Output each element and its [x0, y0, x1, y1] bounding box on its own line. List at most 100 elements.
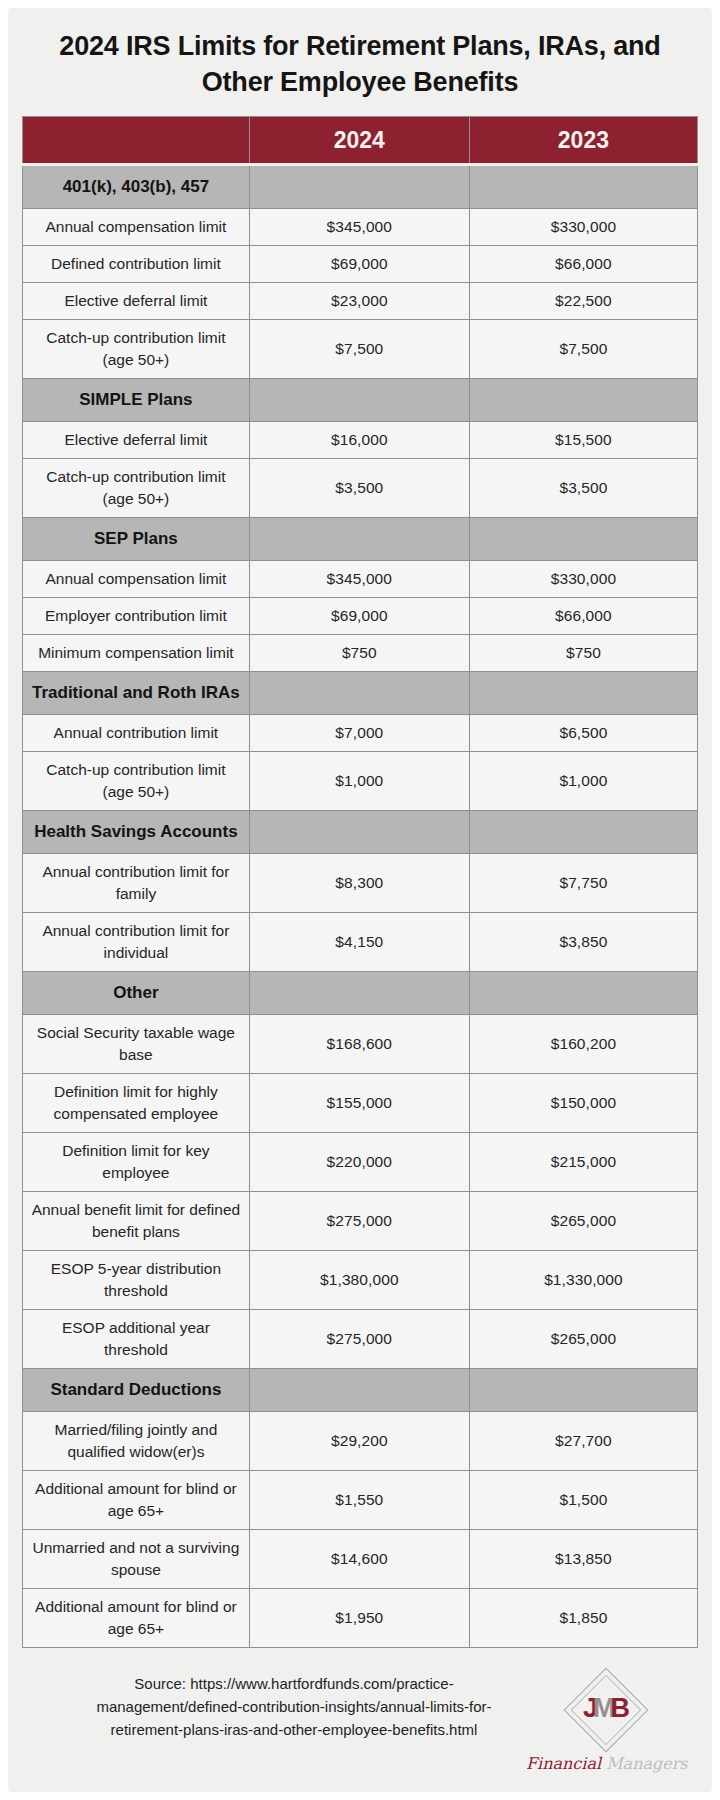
section-label: Other [23, 972, 250, 1015]
table-row: Social Security taxable wage base$168,60… [23, 1015, 698, 1074]
section-empty-cell [249, 811, 469, 854]
table-row: ESOP 5-year distribution threshold$1,380… [23, 1251, 698, 1310]
row-label: Annual compensation limit [23, 561, 250, 598]
row-label: Additional amount for blind or age 65+ [23, 1471, 250, 1530]
brand-name-financial: Financial [526, 1754, 601, 1773]
footer: Source: https://www.hartfordfunds.com/pr… [34, 1668, 686, 1773]
value-2023: $66,000 [469, 246, 697, 283]
row-label: Annual compensation limit [23, 209, 250, 246]
value-2024: $750 [249, 635, 469, 672]
row-label: ESOP 5-year distribution threshold [23, 1251, 250, 1310]
section-label: SIMPLE Plans [23, 379, 250, 422]
row-label: Married/filing jointly and qualified wid… [23, 1412, 250, 1471]
value-2023: $215,000 [469, 1133, 697, 1192]
table-row: Employer contribution limit$69,000$66,00… [23, 598, 698, 635]
value-2023: $66,000 [469, 598, 697, 635]
table-row: Annual compensation limit$345,000$330,00… [23, 561, 698, 598]
row-label: Employer contribution limit [23, 598, 250, 635]
row-label: ESOP additional year threshold [23, 1310, 250, 1369]
row-label: Elective deferral limit [23, 283, 250, 320]
section-row-401k: 401(k), 403(b), 457 [23, 165, 698, 209]
row-label: Annual contribution limit for individual [23, 913, 250, 972]
section-empty-cell [249, 972, 469, 1015]
table-row: Elective deferral limit$23,000$22,500 [23, 283, 698, 320]
page-title-line1: 2024 IRS Limits for Retirement Plans, IR… [38, 28, 682, 64]
value-2023: $22,500 [469, 283, 697, 320]
value-2024: $345,000 [249, 209, 469, 246]
logo-brand-name: Financial Managers [526, 1754, 686, 1773]
value-2023: $7,750 [469, 854, 697, 913]
monogram-letter-m: M [593, 1693, 611, 1723]
value-2024: $7,000 [249, 715, 469, 752]
table-row: ESOP additional year threshold$275,000$2… [23, 1310, 698, 1369]
section-row-other: Other [23, 972, 698, 1015]
table-header-row: 2024 2023 [23, 117, 698, 165]
value-2023: $1,330,000 [469, 1251, 697, 1310]
monogram-letter-j: J [583, 1693, 593, 1723]
source-line2: management/defined-contribution-insights… [62, 1695, 526, 1718]
table-row: Annual benefit limit for defined benefit… [23, 1192, 698, 1251]
page-title: 2024 IRS Limits for Retirement Plans, IR… [38, 28, 682, 100]
header-2023: 2023 [469, 117, 697, 165]
value-2024: $155,000 [249, 1074, 469, 1133]
value-2023: $150,000 [469, 1074, 697, 1133]
section-row-standard-deductions: Standard Deductions [23, 1369, 698, 1412]
row-label: Defined contribution limit [23, 246, 250, 283]
table-row: Additional amount for blind or age 65+$1… [23, 1589, 698, 1648]
section-label: Traditional and Roth IRAs [23, 672, 250, 715]
section-empty-cell [469, 811, 697, 854]
row-label: Annual contribution limit [23, 715, 250, 752]
table-row: Married/filing jointly and qualified wid… [23, 1412, 698, 1471]
section-row-health-savings-accounts: Health Savings Accounts [23, 811, 698, 854]
value-2023: $330,000 [469, 209, 697, 246]
header-2024: 2024 [249, 117, 469, 165]
value-2024: $69,000 [249, 246, 469, 283]
section-label: SEP Plans [23, 518, 250, 561]
section-label: Standard Deductions [23, 1369, 250, 1412]
section-empty-cell [469, 518, 697, 561]
section-empty-cell [249, 518, 469, 561]
table-row: Annual contribution limit$7,000$6,500 [23, 715, 698, 752]
value-2024: $16,000 [249, 422, 469, 459]
section-empty-cell [469, 672, 697, 715]
table-row: Catch-up contribution limit (age 50+)$7,… [23, 320, 698, 379]
value-2023: $7,500 [469, 320, 697, 379]
value-2023: $1,500 [469, 1471, 697, 1530]
value-2023: $330,000 [469, 561, 697, 598]
value-2023: $6,500 [469, 715, 697, 752]
value-2024: $7,500 [249, 320, 469, 379]
irs-limits-table: 2024 2023 401(k), 403(b), 457 Annual com… [22, 116, 698, 1648]
section-row-simple-plans: SIMPLE Plans [23, 379, 698, 422]
value-2023: $15,500 [469, 422, 697, 459]
source-line3: retirement-plans-iras-and-other-employee… [62, 1718, 526, 1741]
value-2024: $168,600 [249, 1015, 469, 1074]
section-empty-cell [469, 1369, 697, 1412]
value-2023: $1,000 [469, 752, 697, 811]
row-label: Minimum compensation limit [23, 635, 250, 672]
section-empty-cell [469, 972, 697, 1015]
row-label: Catch-up contribution limit (age 50+) [23, 459, 250, 518]
section-empty-cell [249, 379, 469, 422]
table-row: Annual contribution limit for family$8,3… [23, 854, 698, 913]
page-title-line2: Other Employee Benefits [38, 64, 682, 100]
table-row: Catch-up contribution limit (age 50+)$1,… [23, 752, 698, 811]
source-line1: Source: https://www.hartfordfunds.com/pr… [62, 1672, 526, 1695]
section-label: Health Savings Accounts [23, 811, 250, 854]
section-row-traditional-roth-iras: Traditional and Roth IRAs [23, 672, 698, 715]
table-row: Definition limit for key employee$220,00… [23, 1133, 698, 1192]
table-row: Elective deferral limit$16,000$15,500 [23, 422, 698, 459]
value-2024: $275,000 [249, 1310, 469, 1369]
table-row: Defined contribution limit$69,000$66,000 [23, 246, 698, 283]
value-2024: $1,000 [249, 752, 469, 811]
infographic-panel: 2024 IRS Limits for Retirement Plans, IR… [8, 8, 712, 1792]
value-2024: $14,600 [249, 1530, 469, 1589]
section-empty-cell [469, 165, 697, 209]
section-empty-cell [469, 379, 697, 422]
section-empty-cell [249, 1369, 469, 1412]
table-row: Annual compensation limit$345,000$330,00… [23, 209, 698, 246]
value-2023: $265,000 [469, 1310, 697, 1369]
row-label: Catch-up contribution limit (age 50+) [23, 320, 250, 379]
brand-name-managers: Managers [606, 1754, 687, 1773]
row-label: Annual contribution limit for family [23, 854, 250, 913]
value-2024: $23,000 [249, 283, 469, 320]
